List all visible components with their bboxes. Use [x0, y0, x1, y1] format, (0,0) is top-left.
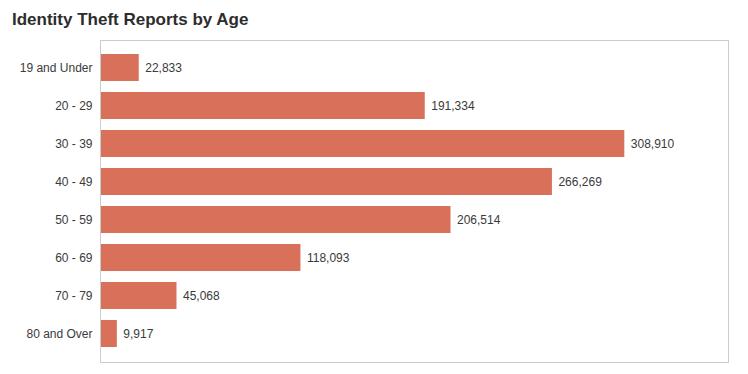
svg-text:60 - 69: 60 - 69 — [55, 251, 93, 265]
html-text:Identity Theft Reports by Age: Identity Theft Reports by Age — [12, 10, 249, 29]
svg-text:70 - 79: 70 - 79 — [55, 289, 93, 303]
svg-text:308,910: 308,910 — [631, 137, 675, 151]
svg-text:9,917: 9,917 — [123, 327, 153, 341]
svg-text:50 - 59: 50 - 59 — [55, 213, 93, 227]
svg-text:191,334: 191,334 — [431, 99, 475, 113]
svg-text:19 and Under: 19 and Under — [20, 61, 93, 75]
svg-text:45,068: 45,068 — [183, 289, 220, 303]
svg-text:266,269: 266,269 — [558, 175, 602, 189]
svg-text:80 and Over: 80 and Over — [26, 327, 92, 341]
svg-text:206,514: 206,514 — [457, 213, 501, 227]
svg-text:40 - 49: 40 - 49 — [55, 175, 93, 189]
svg-text:118,093: 118,093 — [307, 251, 350, 265]
svg-text:30 - 39: 30 - 39 — [55, 137, 93, 151]
svg-text:20 - 29: 20 - 29 — [55, 99, 93, 113]
svg-text:22,833: 22,833 — [145, 61, 182, 75]
